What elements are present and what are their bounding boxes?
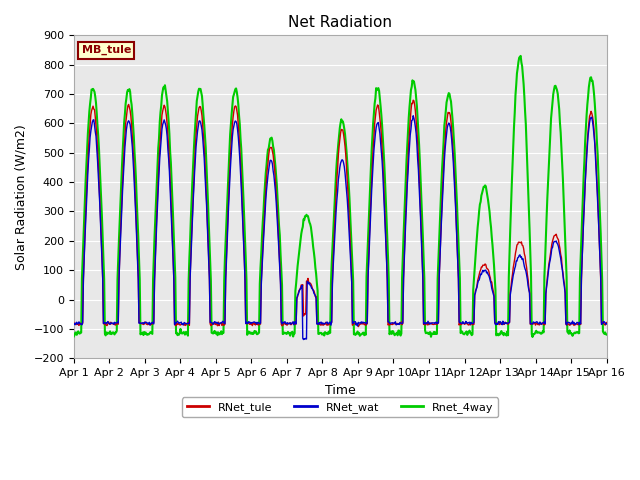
Text: MB_tule: MB_tule <box>82 45 131 55</box>
Legend: RNet_tule, RNet_wat, Rnet_4way: RNet_tule, RNet_wat, Rnet_4way <box>182 397 498 417</box>
Title: Net Radiation: Net Radiation <box>288 15 392 30</box>
Y-axis label: Solar Radiation (W/m2): Solar Radiation (W/m2) <box>15 124 28 270</box>
X-axis label: Time: Time <box>325 384 356 396</box>
